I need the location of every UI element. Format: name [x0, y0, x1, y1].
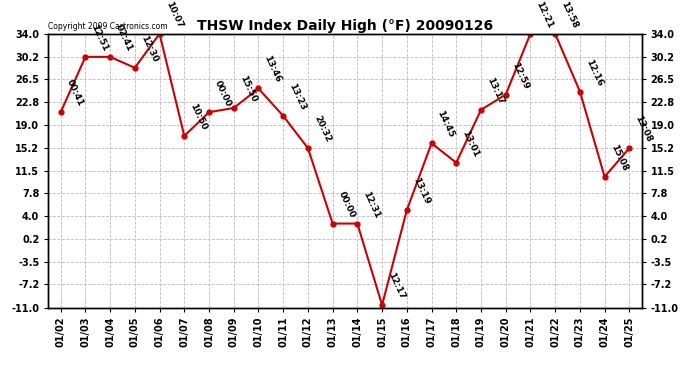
Text: 12:30: 12:30: [139, 34, 159, 64]
Text: 13:23: 13:23: [287, 82, 308, 112]
Text: 13:19: 13:19: [411, 176, 431, 206]
Text: 20:32: 20:32: [312, 114, 333, 144]
Text: 02:41: 02:41: [115, 23, 135, 53]
Text: 10:50: 10:50: [188, 102, 208, 132]
Text: 00:00: 00:00: [337, 190, 357, 219]
Text: 12:21: 12:21: [535, 0, 555, 30]
Text: 10:07: 10:07: [164, 0, 184, 30]
Text: 13:01: 13:01: [460, 129, 481, 159]
Text: 12:17: 12:17: [386, 271, 406, 301]
Text: 13:17: 13:17: [485, 76, 506, 106]
Title: THSW Index Daily High (°F) 20090126: THSW Index Daily High (°F) 20090126: [197, 19, 493, 33]
Text: 15:50: 15:50: [238, 74, 258, 104]
Text: 15:08: 15:08: [609, 143, 629, 172]
Text: 12:31: 12:31: [362, 190, 382, 219]
Text: 13:46: 13:46: [263, 54, 283, 84]
Text: 00:41: 00:41: [65, 78, 85, 108]
Text: 13:08: 13:08: [633, 114, 653, 144]
Text: 12:16: 12:16: [584, 58, 604, 87]
Text: 00:00: 00:00: [213, 79, 233, 108]
Text: 14:45: 14:45: [435, 109, 456, 139]
Text: Copyright 2009 Cartronics.com: Copyright 2009 Cartronics.com: [48, 22, 168, 31]
Text: 12:59: 12:59: [510, 60, 530, 90]
Text: 12:51: 12:51: [90, 23, 110, 53]
Text: 13:58: 13:58: [560, 0, 580, 30]
